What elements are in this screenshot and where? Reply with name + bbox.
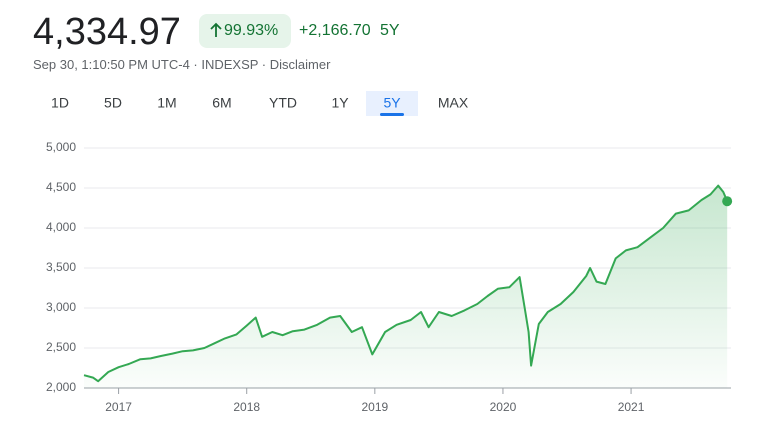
x-tick-label: 2021	[618, 400, 645, 414]
disclaimer-link[interactable]: Disclaimer	[270, 57, 331, 72]
y-tick-label: 4,500	[46, 180, 76, 194]
x-tick-label: 2017	[105, 400, 132, 414]
tab[interactable]: 5D	[104, 95, 122, 111]
price: 4,334.97	[33, 11, 181, 53]
y-tick-label: 2,500	[46, 340, 76, 354]
up-arrow	[210, 22, 222, 37]
change-period: 5Y	[380, 22, 400, 39]
meta-text: Sep 30, 1:10:50 PM UTC-4 · INDEXSP ·	[33, 57, 270, 72]
y-tick-label: 2,000	[46, 380, 76, 394]
x-tick-label: 2019	[361, 400, 388, 414]
tab[interactable]: 6M	[212, 95, 231, 111]
change-amount: +2,166.70	[299, 22, 371, 39]
price-line	[83, 184, 729, 383]
y-tick-label: 3,000	[46, 300, 76, 314]
area	[84, 185, 728, 388]
meta: Sep 30, 1:10:50 PM UTC-4 · INDEXSP · Dis…	[33, 57, 331, 72]
y-tick-label: 3,500	[46, 260, 76, 274]
tab[interactable]: MAX	[438, 95, 469, 111]
x-tick-label: 2018	[233, 400, 260, 414]
change-percent: 99.93%	[224, 22, 278, 39]
tab[interactable]: YTD	[269, 95, 297, 111]
tab-underline	[380, 113, 404, 116]
tab[interactable]: 5Y	[383, 95, 401, 111]
y-tick-label: 5,000	[46, 140, 76, 154]
tab[interactable]: 1M	[157, 95, 176, 111]
y-tick-label: 4,000	[46, 220, 76, 234]
x-tick-label: 2020	[490, 400, 517, 414]
tab-selected-bg	[366, 91, 418, 116]
tab[interactable]: 1D	[51, 95, 69, 111]
last-point	[722, 196, 733, 207]
tab[interactable]: 1Y	[331, 95, 349, 111]
change-chip	[199, 14, 291, 48]
